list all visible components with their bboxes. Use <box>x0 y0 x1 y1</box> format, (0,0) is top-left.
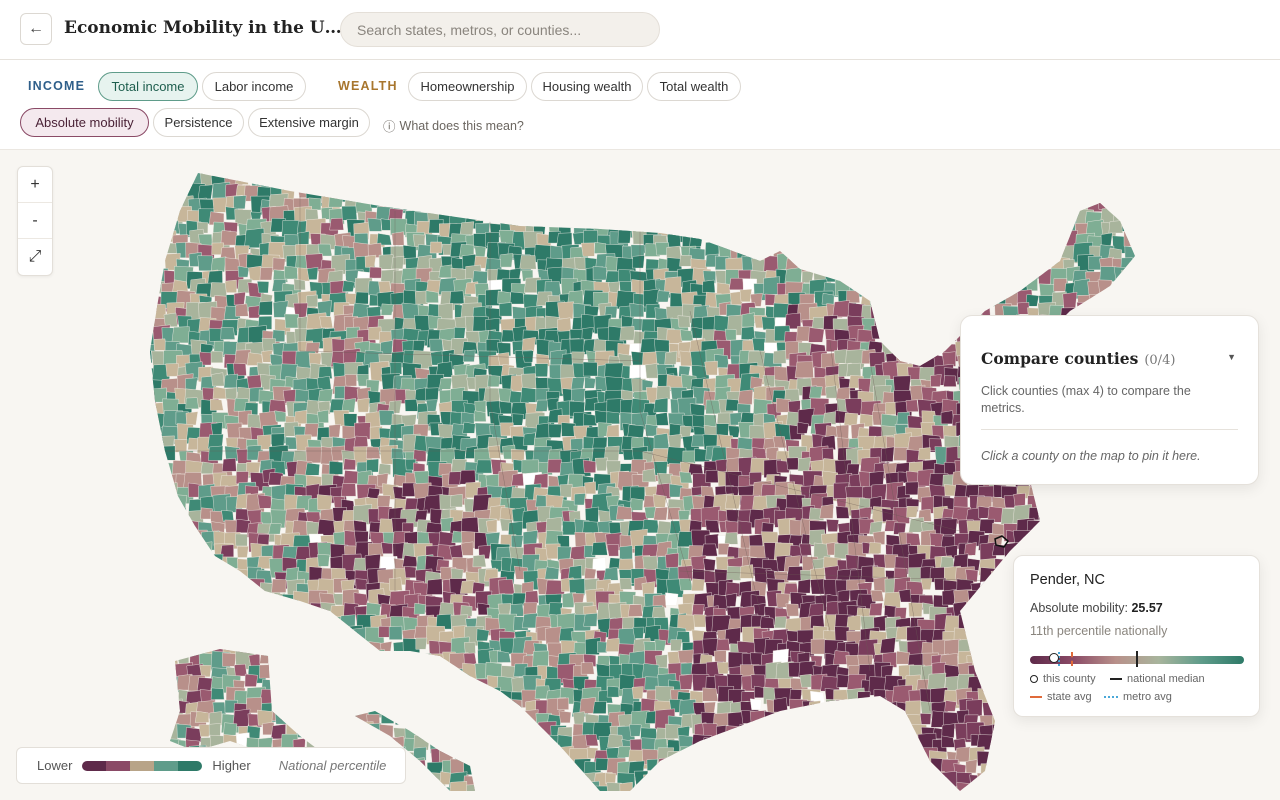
income-group-label: INCOME <box>28 79 86 93</box>
chip-labor-income[interactable]: Labor income <box>202 72 306 101</box>
search-input[interactable] <box>340 12 660 47</box>
state-avg-marker <box>1070 652 1073 666</box>
tooltip-percentile: 11th percentile nationally <box>1030 624 1168 638</box>
app-header: ← Economic Mobility in the United States <box>0 0 1280 60</box>
help-link[interactable]: ⓘ What does this mean? <box>383 116 524 135</box>
help-link-label: What does this mean? <box>399 118 524 133</box>
chip-persistence[interactable]: Persistence <box>153 108 244 137</box>
chip-absolute-mobility[interactable]: Absolute mobility <box>20 108 149 137</box>
map-legend: Lower Higher National percentile <box>16 747 406 784</box>
circle-icon <box>1030 675 1038 683</box>
county-tooltip: Pender, NC Absolute mobility: 25.57 11th… <box>1013 555 1260 717</box>
solid-line-icon <box>1110 678 1122 680</box>
metro-avg-marker <box>1057 652 1060 666</box>
compare-hint: Click a county on the map to pin it here… <box>981 449 1201 463</box>
state-borders <box>165 196 1001 712</box>
selected-county-pender[interactable] <box>994 535 1009 548</box>
compare-counties-panel: Compare counties (0/4) ▼ Click counties (… <box>960 315 1259 485</box>
key-state-avg: state avg <box>1030 691 1092 703</box>
page-title: Economic Mobility in the United States <box>64 18 342 38</box>
chip-housing-wealth[interactable]: Housing wealth <box>531 72 643 101</box>
filter-toolbar: INCOME Total income Labor income WEALTH … <box>0 60 1280 150</box>
key-this-county: this county <box>1030 673 1096 685</box>
tooltip-metric-value: 25.57 <box>1131 601 1163 615</box>
tooltip-metric: Absolute mobility: 25.57 <box>1030 601 1163 615</box>
compare-description: Click counties (max 4) to compare the me… <box>981 384 1191 415</box>
legend-higher-label: Higher <box>212 758 251 773</box>
wealth-group-label: WEALTH <box>338 79 398 93</box>
compare-title: Compare counties (0/4) <box>981 349 1176 368</box>
zoom-reset-icon[interactable]: ⤢ <box>28 248 42 265</box>
key-national-median: national median <box>1110 673 1205 685</box>
chip-extensive-margin[interactable]: Extensive margin <box>248 108 370 137</box>
dotted-line-icon <box>1104 696 1118 698</box>
chip-total-wealth[interactable]: Total wealth <box>647 72 741 101</box>
county-marker <box>1048 653 1059 663</box>
zoom-controls: + - ⤢ <box>17 166 53 276</box>
median-marker <box>1136 651 1138 667</box>
collapse-caret-icon[interactable]: ▼ <box>1227 352 1236 362</box>
back-button[interactable]: ← <box>20 13 52 45</box>
chip-homeownership[interactable]: Homeownership <box>408 72 527 101</box>
tooltip-county-name: Pender, NC <box>1030 572 1105 588</box>
compare-count: (0/4) <box>1144 353 1176 368</box>
legend-lower-label: Lower <box>37 758 73 773</box>
key-metro-avg: metro avg <box>1104 691 1172 703</box>
percentile-bar <box>1030 651 1244 667</box>
zoom-in-button[interactable]: + <box>18 167 52 203</box>
legend-color-ramp <box>82 760 203 771</box>
zoom-out-button[interactable]: - <box>18 203 52 239</box>
legend-caption: National percentile <box>278 758 387 773</box>
info-icon: ⓘ <box>383 120 396 134</box>
dashed-line-icon <box>1030 696 1042 698</box>
chip-total-income[interactable]: Total income <box>98 72 198 101</box>
divider <box>981 429 1238 430</box>
